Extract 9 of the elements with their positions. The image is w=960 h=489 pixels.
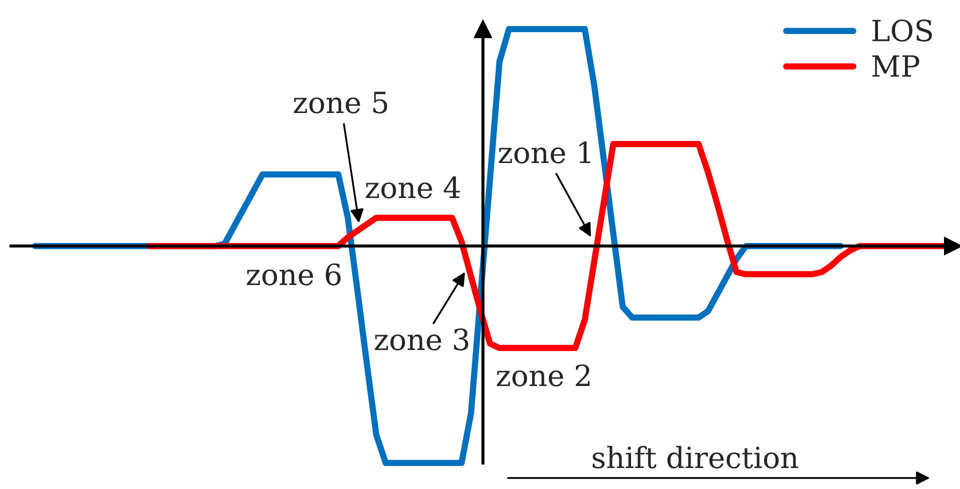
annotation: zone 3: [374, 328, 468, 350]
annotation: zone 2: [496, 364, 590, 386]
annotation: shift direction: [592, 446, 798, 468]
annotation: zone 4: [366, 176, 460, 198]
legend-label: LOS: [872, 19, 932, 42]
annotation: zone 5: [294, 92, 388, 114]
annotation: zone 1: [498, 141, 590, 164]
legend-label: MP: [872, 55, 920, 77]
annotation: zone 6: [246, 263, 341, 286]
